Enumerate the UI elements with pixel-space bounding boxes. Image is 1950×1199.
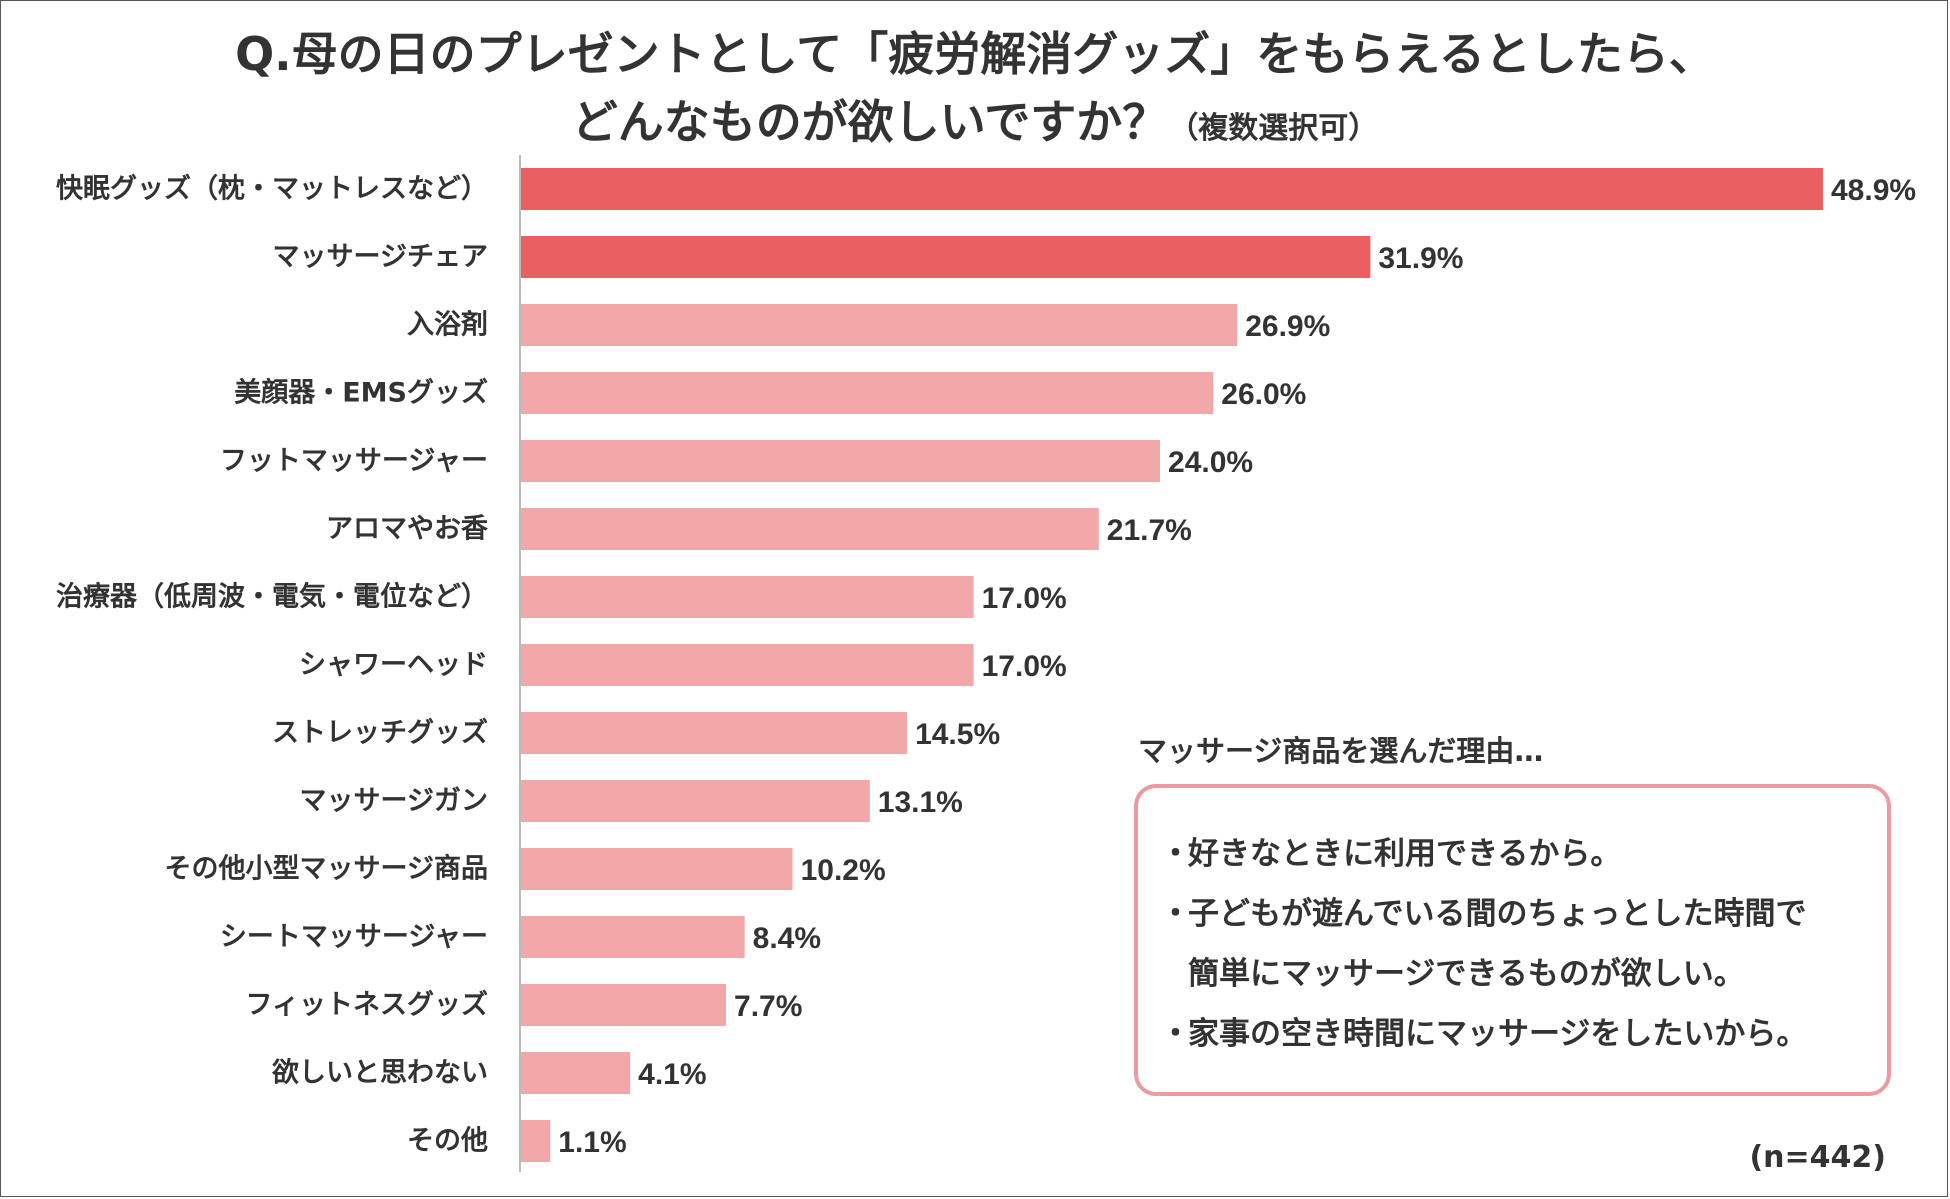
category-label: その他小型マッサージ商品 — [165, 854, 488, 885]
bar — [521, 508, 1099, 550]
bar — [521, 984, 727, 1026]
data-label: 10.2% — [801, 854, 886, 887]
sample-size: (n=442) — [1749, 1140, 1886, 1175]
reason-item-3: ・家事の空き時間にマッサージをしたいから。 — [1160, 1004, 1867, 1064]
data-label: 31.9% — [1378, 242, 1463, 275]
category-label: 美顔器・EMSグッズ — [234, 377, 488, 409]
data-label: 7.7% — [734, 990, 802, 1023]
category-label: 治療器（低周波・電気・電位など） — [56, 581, 488, 613]
chart-title-question: どんなものが欲しいですか？ — [571, 95, 1169, 149]
category-label: マッサージチェア — [273, 242, 488, 273]
chart-title-note: （複数選択可） — [1168, 111, 1379, 146]
reasons-box: ・好きなときに利用できるから。 ・子どもが遊んでいる間のちょっとした時間で 簡単… — [1134, 784, 1891, 1096]
data-label: 13.1% — [878, 786, 963, 819]
data-label: 21.7% — [1107, 514, 1192, 547]
chart-title-line2: どんなものが欲しいですか？（複数選択可） — [0, 86, 1950, 152]
bar — [521, 848, 793, 890]
data-label: 4.1% — [638, 1058, 706, 1091]
reason-item-2-cont: 簡単にマッサージできるものが欲しい。 — [1160, 944, 1867, 1004]
reason-bullet: ・ — [1160, 836, 1191, 872]
chart-title-line1: Q.母の日のプレゼントとして「疲労解消グッズ」をもらえるとしたら、 — [235, 27, 1715, 81]
reason-bullet: ・ — [1160, 1016, 1191, 1052]
bar — [521, 236, 1371, 278]
bar — [521, 440, 1161, 482]
reason-text: 子どもが遊んでいる間のちょっとした時間で — [1188, 896, 1807, 932]
bar — [521, 712, 908, 754]
bar — [521, 780, 870, 822]
category-label: シャワーヘッド — [299, 650, 488, 681]
category-label: マッサージガン — [300, 786, 488, 817]
bar — [521, 372, 1214, 414]
category-label: 欲しいと思わない — [271, 1058, 488, 1089]
data-label: 14.5% — [915, 718, 1000, 751]
category-label: フットマッサージャー — [220, 446, 488, 477]
data-label: 1.1% — [558, 1126, 626, 1159]
category-label: 快眠グッズ（枕・マットレスなど） — [56, 173, 488, 205]
category-label: 入浴剤 — [407, 309, 488, 341]
reason-item-2: ・子どもが遊んでいる間のちょっとした時間で — [1160, 884, 1867, 944]
bar — [521, 576, 974, 618]
bar — [521, 168, 1823, 210]
reason-text: 家事の空き時間にマッサージをしたいから。 — [1188, 1016, 1808, 1052]
bar — [521, 1120, 551, 1162]
data-label: 26.9% — [1245, 310, 1330, 343]
reason-item-1: ・好きなときに利用できるから。 — [1160, 824, 1867, 884]
category-label: フィットネスグッズ — [246, 989, 488, 1021]
data-label: 17.0% — [982, 582, 1067, 615]
data-label: 8.4% — [753, 922, 821, 955]
reason-text: 好きなときに利用できるから。 — [1188, 836, 1622, 872]
bar — [521, 916, 745, 958]
reason-text: 簡単にマッサージできるものが欲しい。 — [1188, 956, 1745, 992]
bar — [521, 644, 974, 686]
data-label: 17.0% — [982, 650, 1067, 683]
data-label: 48.9% — [1831, 174, 1916, 207]
category-label: アロマやお香 — [326, 514, 488, 545]
data-label: 26.0% — [1221, 378, 1306, 411]
bar — [521, 304, 1238, 346]
reasons-title: マッサージ商品を選んだ理由… — [1138, 734, 1544, 768]
reason-bullet: ・ — [1160, 896, 1191, 932]
bar — [521, 1052, 631, 1094]
category-label: その他 — [407, 1126, 488, 1157]
data-label: 24.0% — [1168, 446, 1253, 479]
category-label: ストレッチグッズ — [272, 717, 488, 749]
category-label: シートマッサージャー — [220, 922, 488, 953]
